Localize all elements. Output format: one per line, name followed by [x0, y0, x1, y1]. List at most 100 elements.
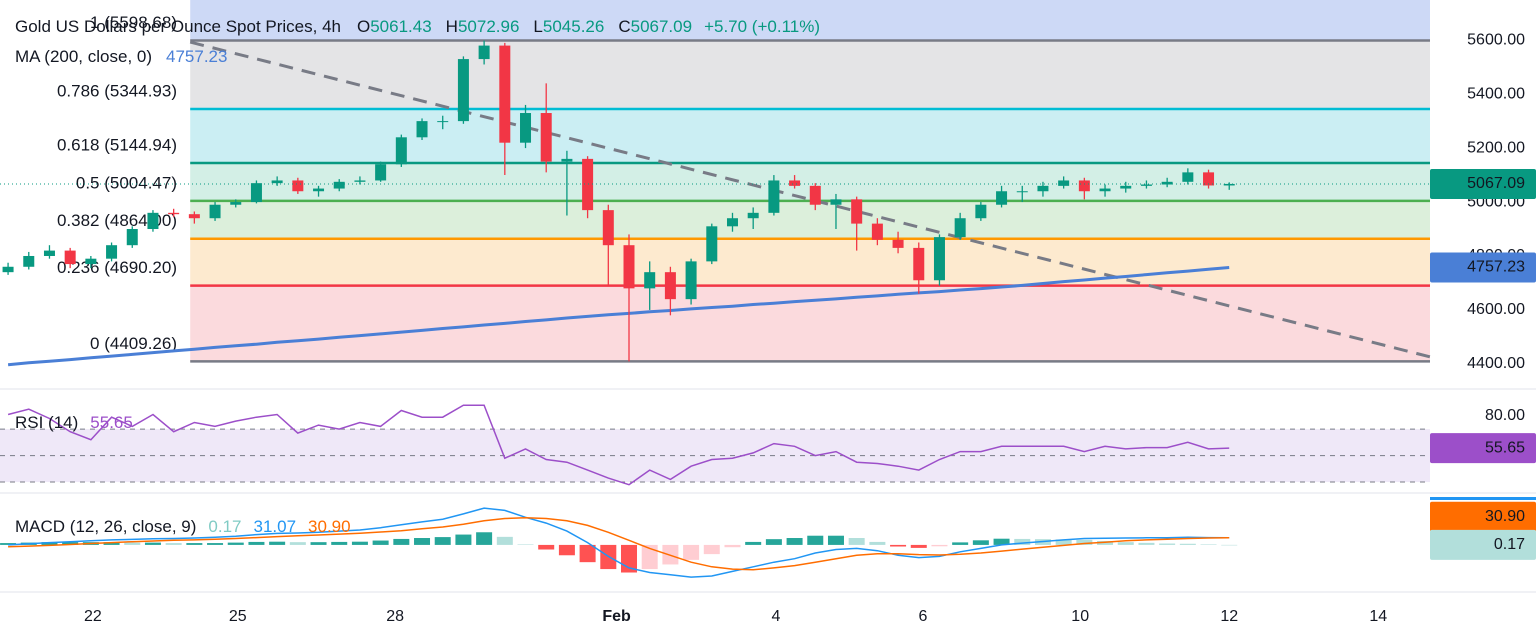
- histogram-bar: [703, 544, 720, 555]
- histogram-bar: [269, 541, 286, 545]
- candle-body: [271, 180, 283, 184]
- histogram-bar: [1117, 542, 1134, 545]
- y-tick-label: 5400.00: [1467, 85, 1525, 102]
- x-tick-label: 12: [1220, 608, 1238, 625]
- candle-body: [437, 121, 449, 123]
- histogram-bar: [1138, 542, 1155, 545]
- candle-body: [416, 121, 428, 138]
- histogram-bar: [724, 544, 741, 548]
- histogram-bar: [683, 544, 700, 560]
- fib-zone: [190, 285, 1431, 362]
- histogram-bar: [745, 541, 762, 545]
- histogram-bar: [1076, 539, 1093, 545]
- title: Gold US Dollars per Ounce Spot Prices, 4…: [15, 17, 341, 36]
- histogram-bar: [910, 544, 927, 548]
- candle-body: [43, 250, 55, 256]
- candle-body: [830, 199, 842, 205]
- fib-zone: [190, 200, 1431, 239]
- ma-value: 4757.23: [166, 47, 227, 66]
- ma-value-box: [1430, 252, 1536, 283]
- fib-label: 0.618 (5144.94): [57, 135, 177, 154]
- histogram-bar: [558, 544, 575, 556]
- histogram-bar: [807, 535, 824, 545]
- histogram-bar: [165, 543, 182, 545]
- histogram-bar: [579, 544, 596, 563]
- candle-body: [685, 261, 697, 300]
- histogram-bar: [0, 543, 17, 545]
- macd-axis-marker: [1430, 497, 1536, 500]
- rsi-header: RSI (14) 55.65: [15, 413, 133, 432]
- x-tick-label: 28: [386, 608, 404, 625]
- candle-body: [1058, 180, 1070, 186]
- histogram-bar: [434, 537, 451, 545]
- candle-body: [1016, 191, 1028, 193]
- candle-body: [395, 137, 407, 165]
- candle-body: [230, 202, 242, 205]
- y-tick-label: 4400.00: [1467, 355, 1525, 372]
- histogram-bar: [455, 534, 472, 545]
- rsi-name: RSI (14): [15, 413, 78, 432]
- candle-body: [809, 185, 821, 205]
- ohlc-key: O: [357, 17, 370, 36]
- header: Gold US Dollars per Ounce Spot Prices, 4…: [15, 17, 820, 36]
- candle-body: [975, 204, 987, 219]
- histogram-bar: [1221, 544, 1238, 546]
- histogram-bar: [931, 544, 948, 547]
- histogram-value: 0.17: [208, 517, 241, 536]
- candle-body: [1203, 172, 1215, 186]
- candle-body: [64, 250, 76, 265]
- candle-body: [375, 164, 387, 181]
- histogram-value-box: [1430, 529, 1536, 560]
- candle-body: [789, 180, 801, 186]
- histogram-bar: [641, 544, 658, 570]
- candle-body: [23, 255, 35, 267]
- candle-body: [126, 229, 138, 246]
- fib-zone: [190, 0, 1431, 41]
- ma-name: MA (200, close, 0): [15, 47, 152, 66]
- candle-body: [933, 237, 945, 281]
- rsi-value: 55.65: [90, 413, 133, 432]
- trend-line: [189, 40, 1431, 359]
- candle-body: [1120, 185, 1132, 189]
- change: +5.70 (+0.11%): [704, 17, 820, 36]
- candle-body: [292, 180, 304, 192]
- candle-body: [1182, 172, 1194, 182]
- candle-body: [354, 180, 366, 182]
- candle-body: [1140, 184, 1152, 186]
- histogram-bar: [972, 540, 989, 545]
- candle-body: [623, 245, 635, 289]
- histogram-bar: [144, 542, 161, 545]
- histogram-bar: [124, 542, 141, 545]
- candle-body: [499, 45, 511, 143]
- macd-header: MACD (12, 26, close, 9) 0.17 31.07 30.90: [15, 517, 351, 536]
- rsi-value-label: 55.65: [1485, 439, 1525, 456]
- ohlc-key: H: [446, 17, 458, 36]
- candle-body: [706, 226, 718, 262]
- candle-body: [871, 223, 883, 240]
- fib-zone: [190, 238, 1431, 286]
- ohlc-key: L: [533, 17, 542, 36]
- ma-value-label: 4757.23: [1467, 259, 1525, 276]
- histogram-bar: [414, 538, 431, 545]
- histogram-bar: [869, 541, 886, 545]
- x-tick-label: 22: [84, 608, 102, 625]
- x-tick-label: 4: [772, 608, 781, 625]
- candle-body: [644, 272, 656, 289]
- histogram-bar: [538, 544, 555, 550]
- signal-line: [8, 517, 1230, 571]
- histogram-bar: [848, 538, 865, 545]
- histogram-bar: [1014, 538, 1031, 545]
- histogram-bar: [496, 536, 513, 545]
- ohlc-value: 5061.43: [370, 17, 431, 36]
- candle-body: [1037, 185, 1049, 192]
- candle-body: [768, 180, 780, 213]
- rsi-value-box: [1430, 433, 1536, 464]
- macd-value: 31.07: [254, 517, 297, 536]
- x-tick-label: 14: [1369, 608, 1387, 625]
- histogram-bar: [1097, 541, 1114, 545]
- fib-label: 0 (4409.26): [90, 334, 177, 353]
- histogram-bar: [1055, 539, 1072, 545]
- macd-line: [8, 507, 1230, 578]
- ma-header: MA (200, close, 0) 4757.23: [15, 47, 227, 66]
- x-tick-label: 6: [918, 608, 927, 625]
